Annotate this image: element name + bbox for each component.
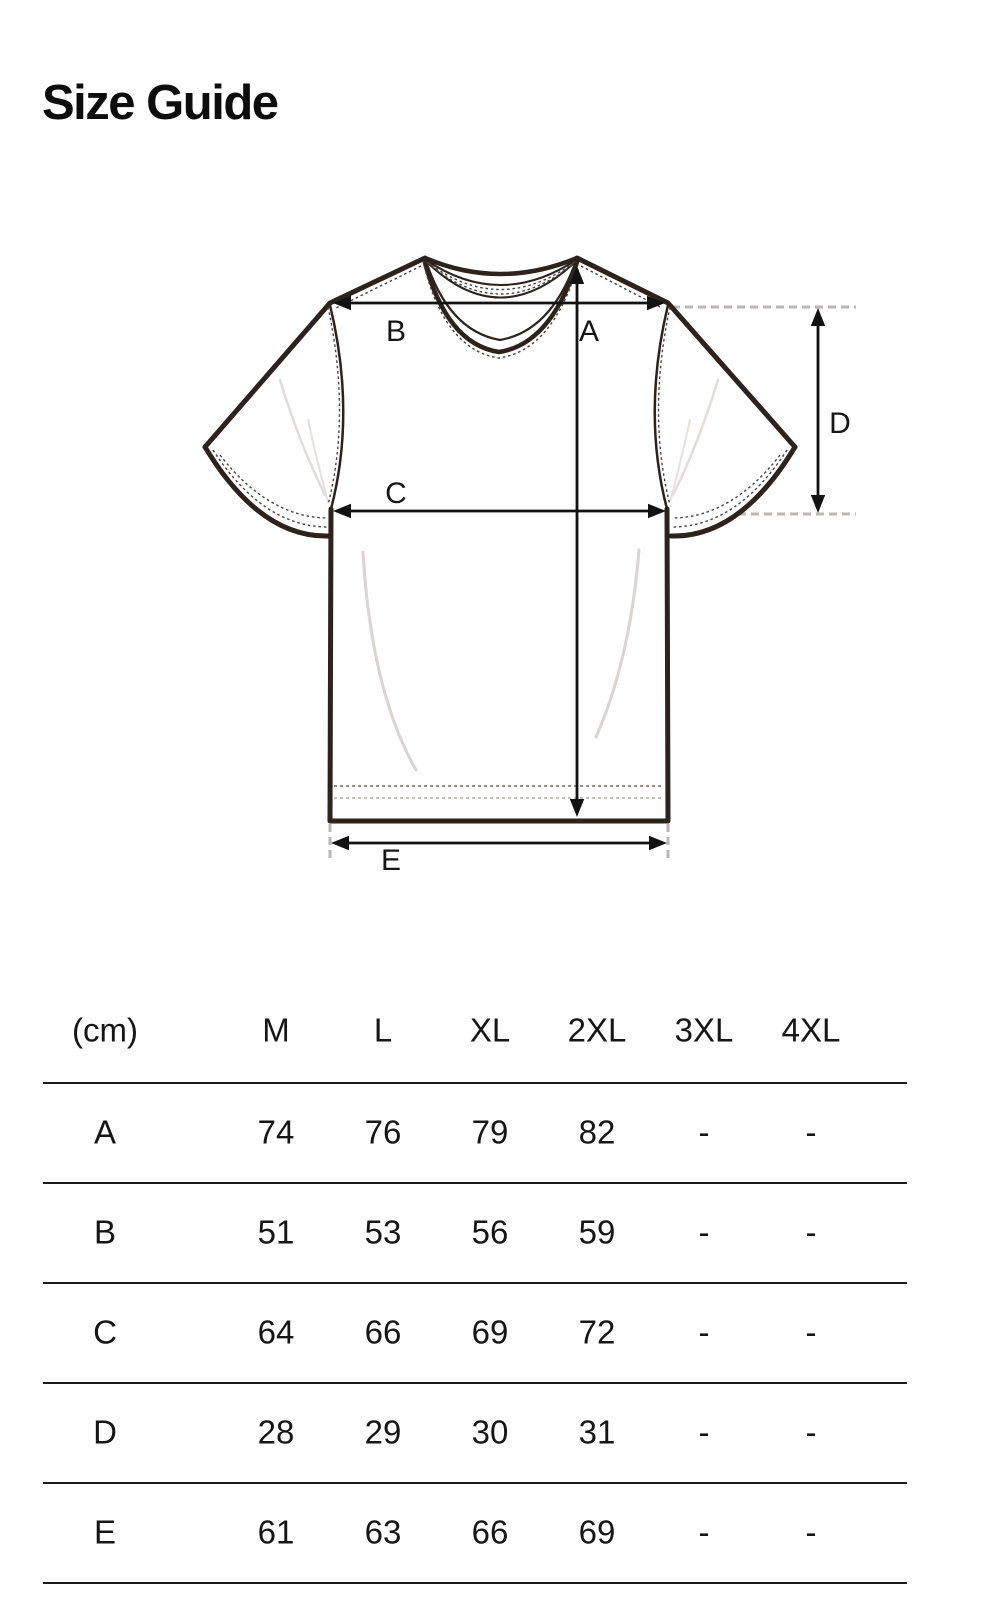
- table-divider: [43, 1482, 907, 1484]
- left-armhole-seam: [328, 303, 345, 511]
- shirt-outline: [202, 255, 798, 824]
- table-cell: 74: [257, 1113, 295, 1151]
- table-divider: [43, 1082, 907, 1084]
- table-divider: [43, 1582, 907, 1584]
- right-armhole-seam: [653, 303, 670, 511]
- table-cell: -: [805, 1213, 817, 1251]
- size-table: (cm) M L XL 2XL 3XL 4XL A 74 76 79 82 - …: [43, 982, 907, 1586]
- table-cell: 59: [578, 1213, 616, 1251]
- table-cell: -: [698, 1113, 710, 1151]
- measure-label-e: E: [381, 844, 401, 877]
- table-cell: 69: [471, 1313, 509, 1351]
- arrow-heads: [331, 266, 826, 851]
- table-cell: -: [698, 1513, 710, 1551]
- tshirt-diagram: B A C D E: [202, 255, 856, 877]
- body-sides-hem: [327, 506, 671, 824]
- table-cell: 28: [257, 1413, 295, 1451]
- table-unit-header: (cm): [72, 1011, 138, 1049]
- row-label-c: C: [93, 1313, 117, 1351]
- table-col-header-m: M: [262, 1011, 290, 1049]
- measure-label-a: A: [579, 315, 599, 348]
- right-shoulder-sleeve-edge: [574, 255, 798, 450]
- table-cell: 82: [578, 1113, 616, 1151]
- collar-band-lower: [428, 263, 574, 299]
- collar-back-top: [422, 255, 580, 277]
- table-cell: -: [698, 1413, 710, 1451]
- measure-arrows: [349, 284, 820, 845]
- table-divider: [43, 1182, 907, 1184]
- measure-label-d: D: [829, 407, 851, 440]
- right-cuff-edge: [668, 444, 798, 539]
- table-cell: 31: [578, 1413, 616, 1451]
- table-cell: 63: [364, 1513, 402, 1551]
- row-label-b: B: [93, 1213, 117, 1251]
- table-cell: -: [805, 1113, 817, 1151]
- row-label-a: A: [93, 1113, 117, 1151]
- table-col-header-4xl: 4XL: [781, 1011, 841, 1049]
- row-label-d: D: [93, 1413, 117, 1451]
- left-cuff-edge: [202, 444, 332, 539]
- wrinkle-strokes: [278, 378, 720, 772]
- table-divider: [43, 1282, 907, 1284]
- table-cell: 66: [364, 1313, 402, 1351]
- table-cell: 29: [364, 1413, 402, 1451]
- table-divider: [43, 1382, 907, 1384]
- table-cell: 69: [578, 1513, 616, 1551]
- left-shoulder-sleeve-edge: [202, 255, 428, 450]
- table-cell: 51: [257, 1213, 295, 1251]
- table-cell: 61: [257, 1513, 295, 1551]
- table-cell: -: [698, 1313, 710, 1351]
- table-cell: 79: [471, 1113, 509, 1151]
- table-cell: 30: [471, 1413, 509, 1451]
- table-cell: 56: [471, 1213, 509, 1251]
- page-title: Size Guide: [42, 76, 279, 130]
- table-col-header-3xl: 3XL: [674, 1011, 734, 1049]
- table-cell: 76: [364, 1113, 402, 1151]
- row-label-e: E: [93, 1513, 117, 1551]
- table-cell: -: [805, 1513, 817, 1551]
- table-cell: 64: [257, 1313, 295, 1351]
- front-scoop-inner: [423, 256, 579, 342]
- guide-lines: [328, 305, 856, 863]
- table-cell: -: [805, 1413, 817, 1451]
- table-cell: 53: [364, 1213, 402, 1251]
- table-cell: -: [698, 1213, 710, 1251]
- measure-label-c: C: [385, 477, 407, 510]
- table-cell: 72: [578, 1313, 616, 1351]
- table-cell: 66: [471, 1513, 509, 1551]
- stitching: [212, 260, 788, 528]
- measure-label-b: B: [386, 315, 406, 348]
- table-cell: -: [805, 1313, 817, 1351]
- table-col-header-xl: XL: [469, 1011, 511, 1049]
- table-col-header-l: L: [373, 1011, 393, 1049]
- table-col-header-2xl: 2XL: [567, 1011, 627, 1049]
- collar-band-upper: [425, 259, 577, 286]
